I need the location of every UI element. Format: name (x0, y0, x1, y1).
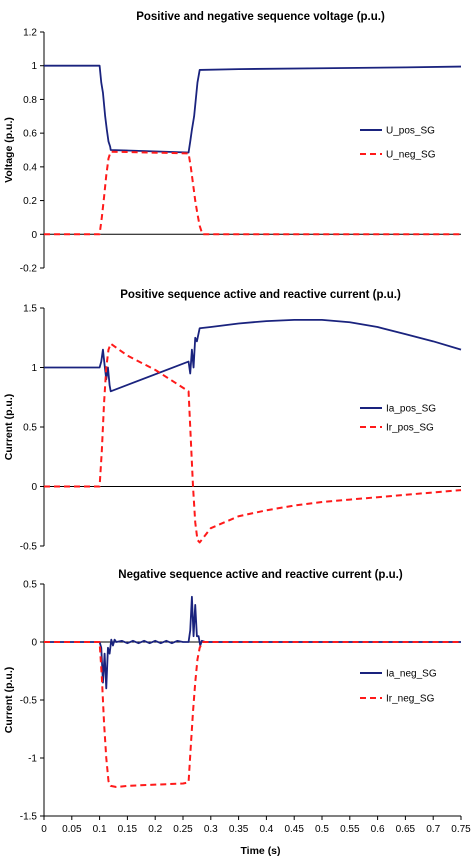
y-tick-label: 0.2 (23, 196, 37, 207)
series-line-U_pos_SG (44, 64, 462, 154)
y-tick-label: -1 (28, 754, 37, 765)
chart-title: Positive sequence active and reactive cu… (120, 289, 401, 301)
y-tick-label: -0.2 (20, 264, 38, 275)
series-line-Ia_pos_SG (44, 318, 462, 393)
y-tick-label: 1 (31, 61, 37, 72)
x-tick-label: 0.2 (148, 824, 162, 835)
y-tick-label: -1.5 (20, 812, 38, 823)
series-line-Ir_pos_SG (44, 342, 462, 544)
y-tick-label: 0.5 (23, 580, 37, 591)
chart-title: Positive and negative sequence voltage (… (136, 11, 385, 23)
x-tick-label: 0.55 (340, 824, 360, 835)
y-tick-label: 0.6 (23, 129, 37, 140)
y-tick-label: 1 (31, 363, 37, 374)
y-axis-label: Voltage (p.u.) (3, 117, 15, 183)
legend-entry: Ia_pos_SG (386, 404, 436, 415)
x-axis-label: Time (s) (240, 845, 280, 857)
chart-panel-3: Negative sequence active and reactive cu… (3, 569, 471, 857)
legend: U_pos_SG U_neg_SG (360, 126, 436, 161)
x-tick-label: 0.25 (173, 824, 193, 835)
x-tick-label: 0.15 (118, 824, 138, 835)
chart-panel-1: Positive and negative sequence voltage (… (3, 11, 462, 275)
chart-title: Negative sequence active and reactive cu… (118, 569, 403, 581)
legend-entry: U_neg_SG (386, 150, 436, 161)
x-tick-label: 0.65 (396, 824, 416, 835)
y-tick-label: -0.5 (20, 542, 38, 553)
chart-panel-2: Positive sequence active and reactive cu… (3, 289, 462, 553)
legend-entry: Ia_neg_SG (386, 669, 437, 680)
x-tick-label: 0.3 (204, 824, 218, 835)
legend: Ia_pos_SG Ir_pos_SG (360, 404, 436, 434)
y-axis-label: Current (p.u.) (3, 394, 15, 461)
x-tick-label: 0.35 (229, 824, 249, 835)
x-tick-label: 0.05 (62, 824, 82, 835)
y-tick-label: 0.4 (23, 162, 37, 173)
y-axis-label: Current (p.u.) (3, 667, 15, 734)
x-tick-label: 0.45 (284, 824, 304, 835)
x-tick-label: 0.4 (259, 824, 273, 835)
legend-entry: U_pos_SG (386, 126, 435, 137)
y-tick-label: 0 (31, 230, 37, 241)
y-tick-label: 0.5 (23, 423, 37, 434)
legend-entry: Ir_pos_SG (386, 423, 434, 434)
x-tick-label: 0 (41, 824, 47, 835)
y-tick-label: 0 (31, 482, 37, 493)
x-tick-label: 0.7 (426, 824, 440, 835)
y-tick-label: 0.8 (23, 95, 37, 106)
x-tick-label: 0.5 (315, 824, 329, 835)
series-line-U_neg_SG (44, 150, 461, 236)
series-line-Ir_neg_SG (44, 641, 461, 788)
y-tick-label: -0.5 (20, 696, 38, 707)
y-tick-label: 1.5 (23, 304, 37, 315)
x-tick-label: 0.75 (451, 824, 471, 835)
series-line-Ia_neg_SG (44, 595, 461, 690)
legend-entry: Ir_neg_SG (386, 694, 435, 705)
y-tick-label: 0 (31, 638, 37, 649)
x-tick-label: 0.1 (93, 824, 107, 835)
legend: Ia_neg_SG Ir_neg_SG (360, 669, 437, 705)
y-tick-label: 1.2 (23, 28, 37, 39)
x-tick-label: 0.6 (371, 824, 385, 835)
